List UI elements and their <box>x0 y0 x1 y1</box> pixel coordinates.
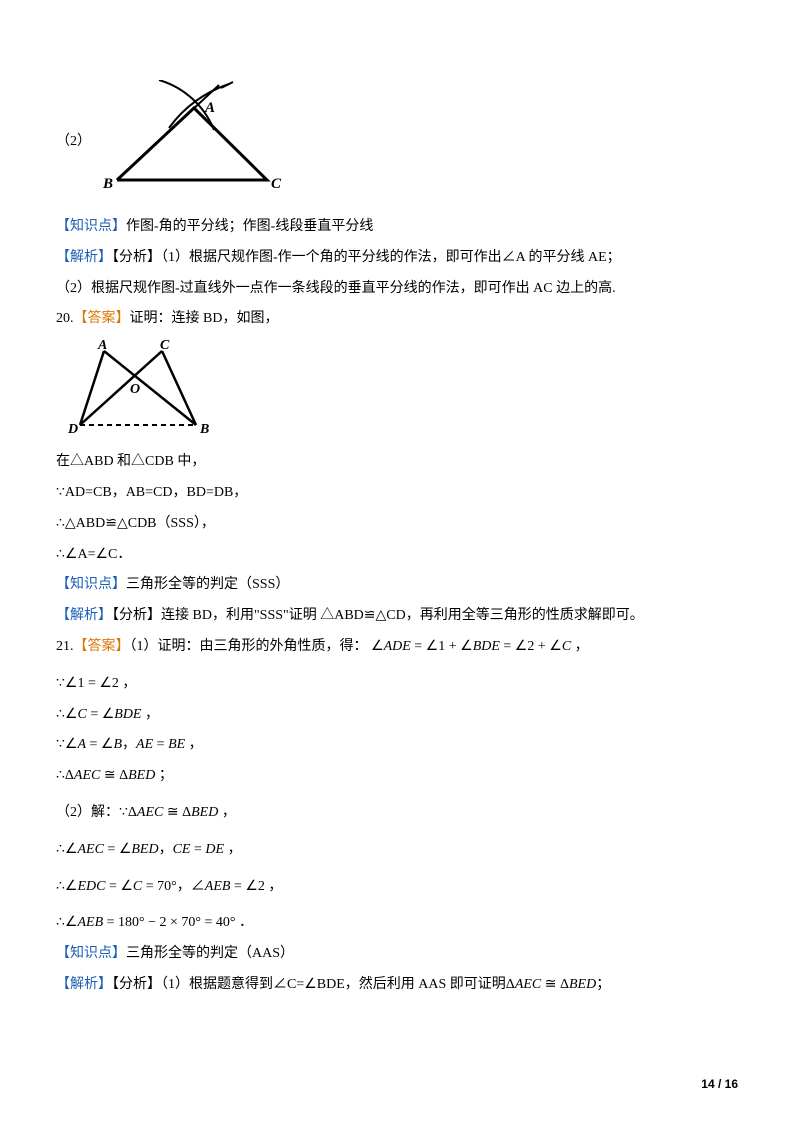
q20-figure: A C O D B <box>68 339 218 439</box>
q21-p2: （2）解：∵ΔAEC ≅ ΔBED ， <box>56 798 738 829</box>
svg-text:B: B <box>199 422 209 437</box>
q19-jx1: 【解析】【分析】（1）根据尺规作图-作一个角的平分线的作法，即可作出∠A 的平分… <box>56 243 738 274</box>
q20-l4: ∴∠A=∠C． <box>56 540 738 571</box>
q19-kp: 【知识点】作图-角的平分线；作图-线段垂直平分线 <box>56 212 738 243</box>
q21-l1: ∵∠1 = ∠2 ， <box>56 669 738 700</box>
kp-text: 三角形全等的判定（SSS） <box>126 577 289 592</box>
fx-text: 连接 BD，利用"SSS"证明 △ABD≌△CD，再利用全等三角形的性质求解即可… <box>161 608 644 623</box>
q21-l4: ∴ΔAEC ≅ ΔBED ； <box>56 761 738 792</box>
q21-p1-prefix: （1）证明：由三角形的外角性质，得： <box>130 639 368 654</box>
svg-text:A: A <box>97 339 107 353</box>
ans-label: 【答案】 <box>74 311 130 326</box>
q20-kp: 【知识点】三角形全等的判定（SSS） <box>56 570 738 601</box>
page-footer: 14 / 16 <box>701 1077 738 1091</box>
kp-label: 【知识点】 <box>56 219 126 234</box>
q21-head: 21.【答案】（1）证明：由三角形的外角性质，得： ∠ADE = ∠1 + ∠B… <box>56 632 738 663</box>
jx-label: 【解析】 <box>56 250 112 265</box>
q20-num: 20. <box>56 311 74 326</box>
jx-label: 【解析】 <box>56 977 112 992</box>
svg-text:O: O <box>130 382 140 397</box>
q21-p1-eq: ∠ADE = ∠1 + ∠BDE = ∠2 + ∠C <box>371 639 575 654</box>
q20-l3: ∴△ABD≌△CDB（SSS）， <box>56 509 738 540</box>
kp-label: 【知识点】 <box>56 577 126 592</box>
kp-text: 三角形全等的判定（AAS） <box>126 946 294 961</box>
q21-l5: ∴∠AEC = ∠BED，CE = DE ， <box>56 835 738 866</box>
jx-label: 【解析】 <box>56 608 112 623</box>
fx-label: 【分析】 <box>112 250 161 265</box>
q21-kp: 【知识点】三角形全等的判定（AAS） <box>56 939 738 970</box>
q20-ans-text: 证明：连接 BD，如图， <box>130 311 279 326</box>
fx-text1: （1）根据尺规作图-作一个角的平分线的作法，即可作出∠A 的平分线 AE； <box>161 250 621 265</box>
svg-text:B: B <box>102 176 113 192</box>
q19-figure-row: （2） A B C <box>56 80 738 200</box>
svg-text:C: C <box>271 176 282 192</box>
q20-head: 20.【答案】证明：连接 BD，如图， <box>56 304 738 335</box>
q21-l6: ∴∠EDC = ∠C = 70°，∠AEB = ∠2 ， <box>56 872 738 903</box>
p2-prefix: （2）解： <box>56 805 119 820</box>
q20-l1: 在△ABD 和△CDB 中， <box>56 447 738 478</box>
ans-label: 【答案】 <box>74 639 130 654</box>
q21-l2: ∴∠C = ∠BDE ， <box>56 700 738 731</box>
q19-jx2: （2）根据尺规作图-过直线外一点作一条线段的垂直平分线的作法，即可作出 AC 边… <box>56 274 738 305</box>
q21-l3: ∵∠A = ∠B，AE = BE ， <box>56 730 738 761</box>
kp-label: 【知识点】 <box>56 946 126 961</box>
q19-triangle-figure: A B C <box>99 80 299 200</box>
svg-text:C: C <box>160 339 170 353</box>
svg-text:A: A <box>204 100 215 116</box>
kp-text: 作图-角的平分线；作图-线段垂直平分线 <box>126 219 373 234</box>
q21-num: 21. <box>56 639 74 654</box>
svg-text:D: D <box>68 422 78 437</box>
q19-part2-label: （2） <box>56 130 91 200</box>
fx-label: 【分析】 <box>112 977 161 992</box>
q21-l7: ∴∠AEB = 180° − 2 × 70° = 40° ． <box>56 908 738 939</box>
q20-l2: ∵AD=CB，AB=CD，BD=DB， <box>56 478 738 509</box>
q21-jx: 【解析】【分析】（1）根据题意得到∠C=∠BDE，然后利用 AAS 即可证明ΔA… <box>56 970 738 1001</box>
fx-label: 【分析】 <box>112 608 161 623</box>
q20-jx: 【解析】【分析】连接 BD，利用"SSS"证明 △ABD≌△CD，再利用全等三角… <box>56 601 738 632</box>
fx-text2: （2）根据尺规作图-过直线外一点作一条线段的垂直平分线的作法，即可作出 AC 边… <box>56 281 616 296</box>
